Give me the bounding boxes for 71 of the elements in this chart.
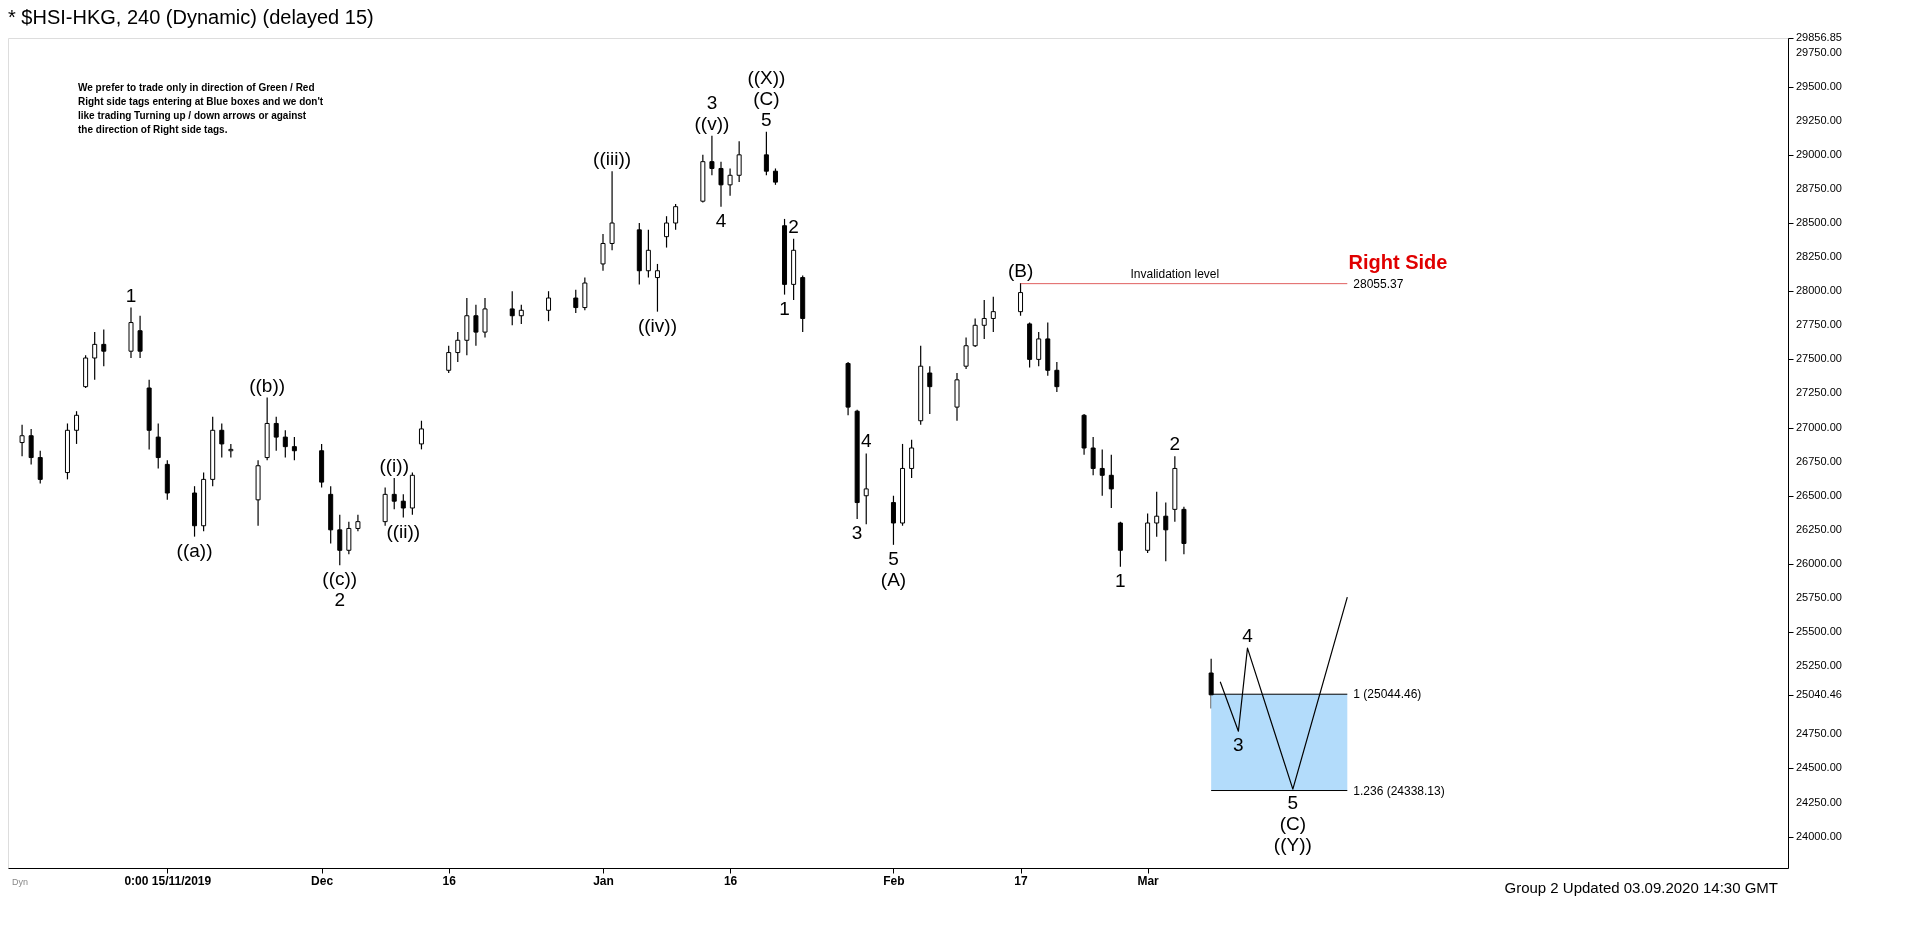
x-tick-label: 16 (442, 873, 457, 888)
annotation: ((ii)) (386, 520, 421, 542)
annotation: (A) (880, 568, 907, 590)
y-tick-label: 28250.00 (1796, 250, 1842, 263)
x-tick-label: Mar (1137, 873, 1160, 888)
ref-line-label: 28055.37 (1353, 276, 1404, 291)
y-tick-label: 25040.46 (1796, 687, 1842, 700)
x-tick-label: Jan (593, 873, 614, 888)
chart-title: * $HSI-HKG, 240 (Dynamic) (delayed 15) (8, 6, 374, 28)
annotation: ((c)) (322, 568, 358, 590)
annotation: 4 (860, 430, 872, 452)
annotation: 4 (715, 209, 727, 231)
ref-line-label: 1.236 (24338.13) (1353, 783, 1445, 798)
annotation: 5 (1287, 792, 1299, 814)
y-tick-label: 29856.85 (1796, 31, 1842, 43)
y-tick-label: 27000.00 (1796, 420, 1842, 433)
annotation: (C) (1279, 813, 1307, 835)
annotation: 3 (1233, 734, 1244, 756)
y-tick-label: 26500.00 (1796, 488, 1842, 501)
annotation: (C) (753, 87, 780, 109)
y-tick-label: 29250.00 (1796, 113, 1842, 126)
x-tick-label: Dec (311, 873, 334, 888)
annotation: We prefer to trade only in direction of Green / Red Right side tags entering at Blue boxes and we don't like trading Turning up / down arrows or against the direction of Right side tags. (78, 82, 324, 135)
annotation: ((b)) (249, 374, 286, 396)
annotation: ((iv)) (637, 314, 677, 336)
y-tick-label: 27750.00 (1796, 318, 1842, 331)
annotation: ((X)) (747, 66, 786, 88)
y-tick-label: 24250.00 (1796, 795, 1842, 808)
annotation: ((v)) (694, 112, 730, 134)
y-tick-label: 26000.00 (1796, 556, 1842, 569)
y-tick-label: 29750.00 (1796, 45, 1842, 58)
y-tick-label: 25250.00 (1796, 659, 1842, 672)
annotation: 3 (706, 91, 718, 113)
annotation: 3 (851, 521, 863, 543)
annotation: 1 (779, 297, 790, 319)
y-tick-label: 27250.00 (1796, 386, 1842, 399)
x-tick-label: 0:00 15/11/2019 (124, 873, 212, 888)
y-tick-label: 28500.00 (1796, 216, 1842, 229)
text: Dyn (12, 877, 29, 887)
y-tick-label: 26750.00 (1796, 454, 1842, 467)
y-tick-label: 29000.00 (1796, 147, 1842, 160)
annotation: Invalidation level (1130, 266, 1220, 281)
text: Group 2 Updated 03.09.2020 14:30 GMT (1504, 879, 1778, 896)
annotation: ((iii)) (593, 148, 632, 170)
annotation: 2 (1169, 433, 1181, 455)
annotation: ((a)) (176, 539, 213, 561)
annotation: ((i)) (379, 455, 409, 477)
y-tick-label: 26250.00 (1796, 522, 1842, 535)
annotation: 2 (334, 589, 346, 611)
annotation: 4 (1242, 625, 1254, 647)
annotation: 5 (888, 547, 899, 569)
y-tick-label: 28750.00 (1796, 181, 1842, 194)
annotation: 2 (788, 215, 799, 237)
y-tick-label: 24500.00 (1796, 761, 1842, 774)
y-tick-label: 27500.00 (1796, 352, 1842, 365)
annotation: 1 (1115, 569, 1126, 591)
y-tick-label: 24000.00 (1796, 829, 1842, 842)
x-tick-label: 17 (1014, 873, 1029, 888)
y-tick-label: 24750.00 (1796, 727, 1842, 740)
y-tick-label: 25500.00 (1796, 625, 1842, 638)
x-tick-label: Feb (883, 873, 905, 888)
annotation: 5 (761, 108, 772, 130)
ref-line-label: 1 (25044.46) (1353, 687, 1422, 702)
annotation: ((Y)) (1273, 834, 1312, 856)
x-tick-label: 16 (723, 873, 738, 888)
annotation: (B) (1007, 260, 1034, 282)
annotation: Right Side (1348, 251, 1448, 273)
annotation: 1 (125, 284, 137, 306)
y-tick-label: 29500.00 (1796, 79, 1842, 92)
y-tick-label: 25750.00 (1796, 591, 1842, 604)
y-tick-label: 28000.00 (1796, 284, 1842, 297)
